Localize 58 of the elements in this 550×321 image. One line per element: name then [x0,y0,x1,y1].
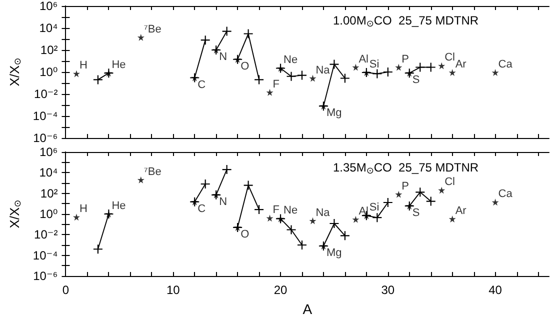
annotation: F [272,78,280,90]
annotation: N [219,196,228,208]
annotation: Ne [284,54,298,66]
annotation: S [412,74,420,86]
x-tick-label: 10 [166,283,180,297]
annotation: Ne [284,204,298,217]
annotation: Al [358,205,368,218]
annotation: Ar [455,204,467,217]
annotation: C [198,78,206,91]
x-axis-title: A [302,301,313,317]
annotation: O [240,60,250,72]
y-tick-label: 10⁻⁴ [32,109,58,123]
annotation: F [272,204,280,216]
y-tick-label: 10⁴ [39,21,58,35]
y-axis-title: X/X⊙ [7,58,22,86]
annotation: Cl [444,52,455,64]
y-tick-label: 10² [40,186,58,200]
annotation: Mg [326,107,342,120]
annotation: P [402,180,409,192]
y-tick-label: 10² [40,43,58,57]
y-tick-label: 10⁴ [39,166,58,180]
annotation: Mg [326,247,342,259]
annotation: H [79,60,88,72]
annotation: P [402,53,409,66]
annotation: ⁷Be [144,23,162,36]
annotation: O [240,228,250,240]
y-axis-title: X/X⊙ [7,200,22,228]
y-tick-label: 10⁶ [39,145,58,159]
annotation: Ca [498,188,514,200]
y-tick-label: 10⁻⁴ [32,248,58,262]
annotation: He [112,200,126,212]
annotation: He [112,59,126,72]
text: 1.00M⊙CO 25_75 MDTNR [333,14,479,28]
annotation: H [79,203,88,216]
x-tick-label: 20 [274,283,288,297]
y-tick-label: 10⁻⁶ [33,131,58,145]
annotation: Ca [498,58,514,71]
annotation: Na [316,64,331,76]
x-tick-label: 30 [381,283,395,297]
annotation: Ar [455,58,467,71]
y-tick-label: 10⁰ [40,65,58,79]
x-tick-label: 0 [62,283,70,297]
y-tick-label: 10⁻² [34,87,58,101]
y-tick-label: 10⁻⁶ [33,269,58,283]
y-tick-label: 10⁰ [40,207,58,221]
annotation: Al [358,53,368,66]
annotation: S [412,206,420,219]
y-tick-label: 10⁻² [34,228,58,242]
text: 1.35M⊙CO 25_75 MDTNR [333,160,479,176]
annotation: ⁷Be [144,166,162,178]
annotation: Si [369,58,380,71]
annotation: Si [369,202,380,214]
annotation: C [198,202,206,215]
x-tick-label: 40 [488,283,502,297]
annotation: Na [316,206,331,219]
annotation: N [219,51,228,63]
y-tick-label: 10⁶ [39,0,58,13]
annotation: Cl [444,176,455,188]
